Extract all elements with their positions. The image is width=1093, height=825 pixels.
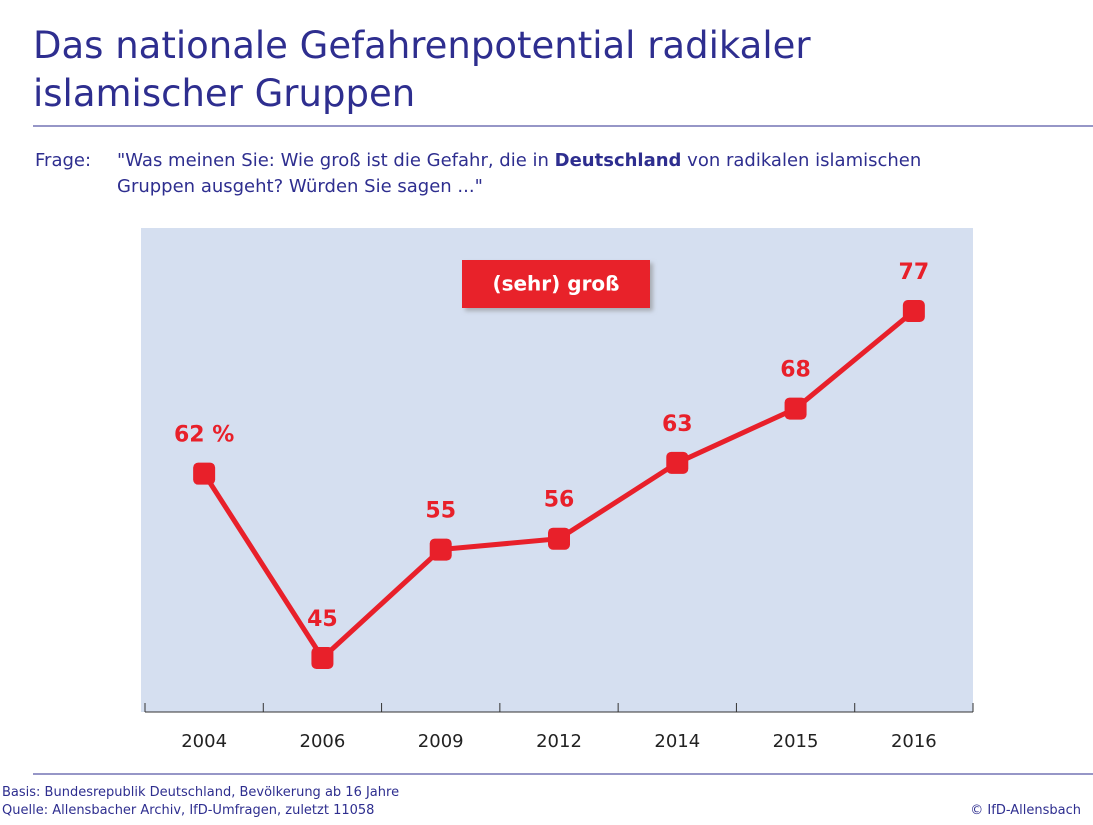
footer-basis: Basis: Bundesrepublik Deutschland, Bevöl… bbox=[2, 785, 400, 800]
data-label: 63 bbox=[662, 412, 693, 437]
x-tick-label: 2016 bbox=[891, 731, 937, 752]
plot-area bbox=[141, 228, 973, 712]
marker bbox=[784, 397, 807, 420]
question-text: von radikalen islamischen Gruppen ausgeh… bbox=[117, 150, 922, 197]
data-label: 68 bbox=[780, 358, 811, 383]
footer-source: Quelle: Allensbacher Archiv, IfD-Umfrage… bbox=[2, 803, 375, 818]
question-emphasis: Deutschland bbox=[554, 150, 682, 171]
legend-box bbox=[462, 260, 650, 308]
question-label: Frage: bbox=[35, 150, 92, 171]
question-text: "Was meinen Sie: Wie groß ist die Gefahr… bbox=[117, 148, 957, 200]
title: Das nationale Gefahrenpotential radikale… bbox=[33, 24, 811, 115]
question-text: "Was meinen Sie: Wie groß ist die Gefahr… bbox=[117, 150, 555, 171]
x-tick-label: 2009 bbox=[418, 731, 464, 752]
x-tick-label: 2014 bbox=[654, 731, 700, 752]
question: Frage: "Was meinen Sie: Wie groß ist die… bbox=[35, 148, 957, 200]
x-tick-label: 2012 bbox=[536, 731, 582, 752]
footer-copyright: © IfD-Allensbach bbox=[970, 803, 1081, 818]
x-tick-label: 2004 bbox=[181, 731, 227, 752]
data-label: 45 bbox=[307, 607, 338, 632]
x-tick-label: 2006 bbox=[300, 731, 346, 752]
marker bbox=[902, 300, 925, 322]
data-label: 62 % bbox=[174, 423, 234, 448]
data-label: 55 bbox=[425, 499, 456, 524]
data-label: 56 bbox=[544, 488, 575, 513]
marker bbox=[548, 527, 570, 550]
marker bbox=[193, 462, 216, 485]
marker bbox=[429, 538, 452, 561]
marker bbox=[666, 451, 689, 474]
legend-label: (sehr) groß bbox=[492, 272, 619, 296]
data-label: 77 bbox=[899, 260, 930, 285]
marker bbox=[311, 647, 334, 669]
x-tick-label: 2015 bbox=[773, 731, 819, 752]
